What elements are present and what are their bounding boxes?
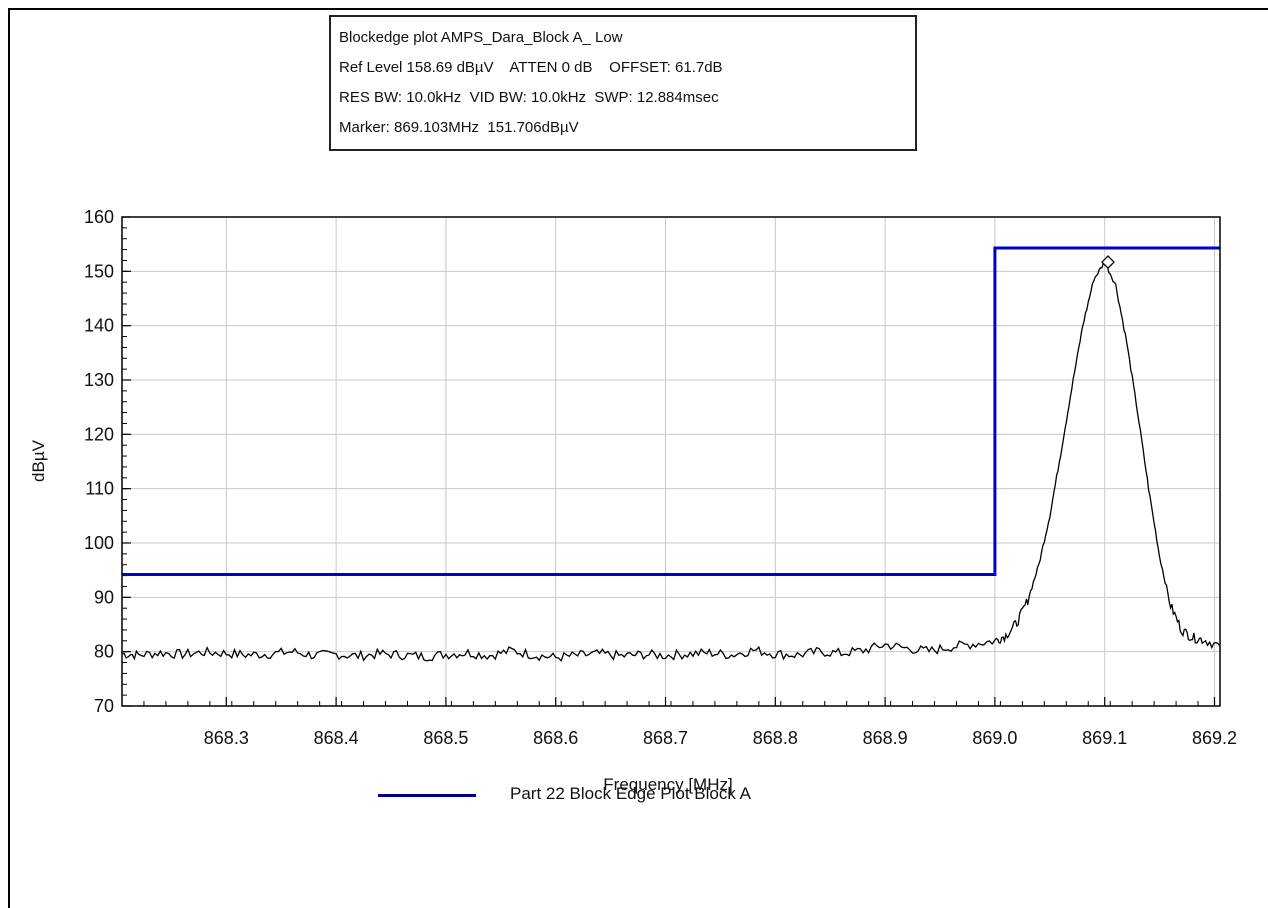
- x-tick-label: 868.5: [423, 728, 468, 748]
- info-bandwidth: RES BW: 10.0kHz VID BW: 10.0kHz SWP: 12.…: [339, 89, 719, 106]
- limit-line: [122, 246, 1220, 577]
- y-tick-label: 70: [94, 696, 114, 716]
- x-tick-label: 868.4: [314, 728, 359, 748]
- x-tick-label: 869.0: [972, 728, 1017, 748]
- figure-frame: [8, 8, 1268, 908]
- grid-layer: [122, 216, 1220, 707]
- marker-diamond: [1101, 255, 1115, 269]
- measurement-info-box: Blockedge plot AMPS_Dara_Block A_ Low Re…: [329, 15, 917, 151]
- info-title: Blockedge plot AMPS_Dara_Block A_ Low: [339, 29, 623, 46]
- plot-border: [121, 216, 1221, 707]
- x-tick-label: 868.3: [204, 728, 249, 748]
- x-tick-label: 868.8: [753, 728, 798, 748]
- info-marker: Marker: 869.103MHz 151.706dBµV: [339, 119, 579, 136]
- series-layer: [121, 246, 1221, 662]
- x-axis-title: Frequency [MHz]: [603, 775, 732, 794]
- y-tick-label: 80: [94, 642, 114, 662]
- y-tick-label: 120: [84, 424, 114, 444]
- legend-label: Part 22 Block Edge Plot Block A: [510, 784, 751, 803]
- x-tick-label: 868.9: [863, 728, 908, 748]
- x-tick-label: 868.6: [533, 728, 578, 748]
- x-tick-label: 868.7: [643, 728, 688, 748]
- y-tick-label: 130: [84, 370, 114, 390]
- y-tick-label: 160: [84, 207, 114, 227]
- y-tick-label: 150: [84, 261, 114, 281]
- info-ref-level: Ref Level 158.69 dBµV ATTEN 0 dB OFFSET:…: [339, 59, 723, 76]
- y-tick-label: 110: [85, 479, 114, 499]
- y-tick-label: 100: [84, 533, 114, 553]
- legend-swatch: [378, 794, 476, 797]
- tick-layer: 868.3 868.4 868.5 868.6 868.7 868.8 868.9 869.0…: [84, 207, 1237, 748]
- y-axis-title: dBµV: [29, 439, 48, 482]
- x-tick-label: 869.1: [1082, 728, 1127, 748]
- y-tick-label: 140: [84, 316, 114, 336]
- spectrum-trace: [121, 262, 1221, 662]
- y-tick-label: 90: [94, 587, 114, 607]
- x-tick-label: 869.2: [1192, 728, 1237, 748]
